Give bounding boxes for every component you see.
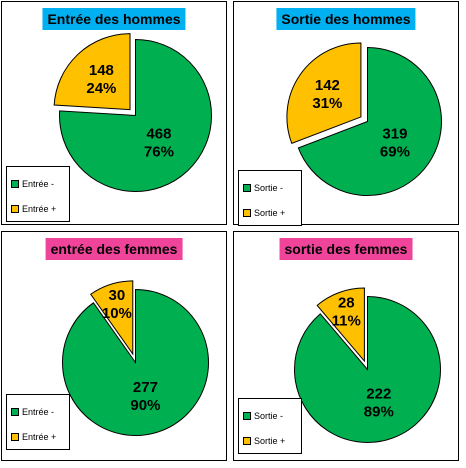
- chart-panel-sortie-hommes: 142 31% 319 69% Sortie des hommes Sortie - …: [233, 1, 459, 226]
- pie-slice-orange: [53, 33, 131, 111]
- chart-title: sortie des femmes: [279, 238, 413, 260]
- legend-label: Entrée +: [22, 432, 57, 442]
- legend-swatch-green: [243, 412, 251, 420]
- legend-label: Entrée -: [22, 179, 55, 189]
- legend-item-plus: Entrée +: [11, 432, 56, 442]
- data-label-green-value: 222: [366, 385, 391, 402]
- legend-item-plus: Sortie +: [243, 208, 285, 218]
- data-label-orange-percent: 31%: [312, 95, 342, 112]
- pie-slice-orange: [90, 280, 134, 356]
- legend-label: Sortie +: [254, 208, 286, 218]
- pie-slice-green: [294, 295, 441, 443]
- chart-legend: Sortie - Sortie +: [238, 170, 302, 226]
- data-label-green-percent: 69%: [380, 143, 410, 160]
- data-label-green-value: 277: [133, 379, 158, 396]
- chart-title: Sortie des hommes: [276, 8, 416, 30]
- chart-legend: Sortie - Sortie +: [238, 398, 302, 454]
- data-label-orange-percent: 24%: [86, 80, 116, 97]
- data-label-orange-value: 30: [109, 287, 126, 304]
- legend-item-minus: Entrée -: [11, 179, 54, 189]
- data-label-orange-value: 142: [315, 77, 340, 94]
- legend-swatch-orange: [243, 209, 251, 217]
- legend-item-plus: Sortie +: [243, 436, 285, 446]
- data-label-green-percent: 89%: [364, 403, 394, 420]
- data-label-green-value: 468: [146, 125, 171, 142]
- chart-panel-sortie-femmes: 28 11% 222 89% sortie des femmes Sortie - S…: [233, 231, 459, 461]
- chart-legend: Entrée - Entrée +: [6, 166, 70, 222]
- legend-label: Entrée -: [22, 407, 55, 417]
- data-label-green-percent: 90%: [130, 397, 160, 414]
- pie-slice-orange: [286, 42, 362, 144]
- legend-swatch-orange: [243, 437, 251, 445]
- data-label-green-value: 319: [382, 125, 407, 142]
- legend-swatch-orange: [11, 433, 19, 441]
- legend-swatch-orange: [11, 205, 19, 213]
- legend-label: Sortie -: [254, 183, 284, 193]
- legend-item-minus: Entrée -: [11, 407, 54, 417]
- chart-title: Entrée des hommes: [42, 8, 186, 30]
- legend-item-minus: Sortie -: [243, 183, 283, 193]
- data-label-orange-value: 28: [338, 295, 355, 312]
- pie-slice-green: [59, 38, 212, 192]
- data-label-orange-percent: 10%: [102, 305, 132, 322]
- legend-swatch-green: [11, 408, 19, 416]
- pie-slice-green: [297, 46, 442, 196]
- data-label-green-percent: 76%: [144, 143, 174, 160]
- pie-slice-green: [62, 288, 209, 436]
- data-label-orange-value: 148: [89, 62, 114, 79]
- legend-label: Sortie -: [254, 411, 284, 421]
- data-label-orange-percent: 11%: [332, 313, 361, 330]
- legend-label: Sortie +: [254, 436, 286, 446]
- chart-title: entrée des femmes: [45, 238, 183, 260]
- legend-label: Entrée +: [22, 204, 57, 214]
- legend-item-minus: Sortie -: [243, 411, 283, 421]
- legend-item-plus: Entrée +: [11, 204, 56, 214]
- pie-slice-orange: [316, 287, 365, 363]
- chart-panel-entree-femmes: 30 10% 277 90% entrée des femmes Entrée - E…: [1, 231, 227, 461]
- chart-legend: Entrée - Entrée +: [6, 394, 70, 450]
- legend-swatch-green: [243, 184, 251, 192]
- chart-panel-entree-hommes: 148 24% 468 76% Entrée des hommes Entrée - …: [1, 1, 227, 225]
- legend-swatch-green: [11, 180, 19, 188]
